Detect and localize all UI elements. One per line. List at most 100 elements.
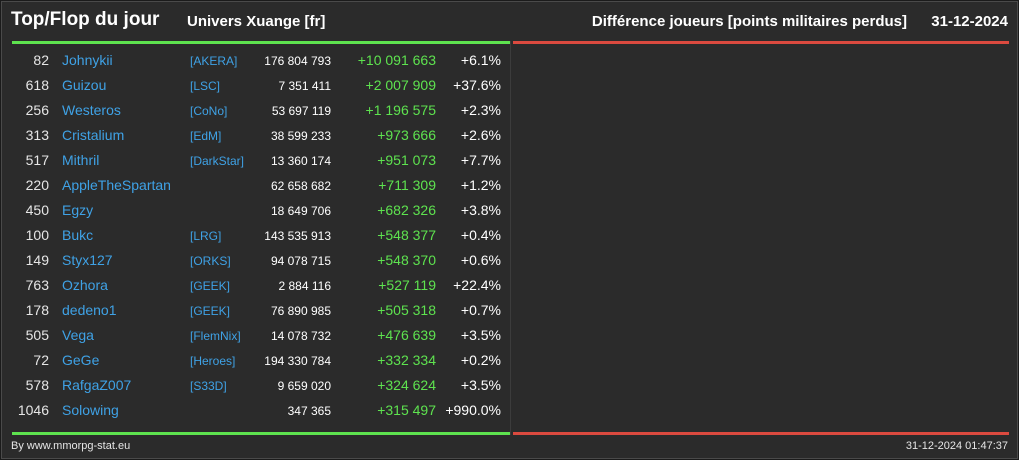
player-rank: 100 xyxy=(25,227,49,243)
player-name-link[interactable]: Ozhora xyxy=(62,277,108,293)
points-difference: +548 370 xyxy=(377,252,436,268)
player-name-link[interactable]: Guizou xyxy=(62,77,107,93)
alliance-tag-link[interactable]: [FlemNix] xyxy=(190,329,241,343)
player-name-link[interactable]: Solowing xyxy=(62,402,119,418)
player-points: 62 658 682 xyxy=(270,179,331,193)
table-row: 82 Johnykii [AKERA] 176 804 793 +10 091 663 +… xyxy=(12,48,510,73)
percent-change: +0.2% xyxy=(460,352,501,368)
player-name-link[interactable]: AppleTheSpartan xyxy=(62,177,171,193)
alliance-tag-link[interactable]: [LSC] xyxy=(190,79,221,93)
player-points: 14 078 732 xyxy=(270,329,331,343)
points-difference: +548 377 xyxy=(377,227,436,243)
column-divider xyxy=(510,41,511,435)
page-title: Top/Flop du jour xyxy=(11,9,160,30)
player-points: 76 890 985 xyxy=(270,304,331,318)
player-name-link[interactable]: Egzy xyxy=(62,202,94,218)
points-difference: +973 666 xyxy=(377,127,436,143)
top-list-accent-line xyxy=(12,41,510,44)
table-row: 100 Bukc [LRG] 143 535 913 +548 377 +0.4% xyxy=(12,223,510,248)
player-name-link[interactable]: Johnykii xyxy=(62,52,113,68)
player-name-link[interactable]: Vega xyxy=(62,327,94,343)
player-points: 2 884 116 xyxy=(278,279,332,293)
points-difference: +324 624 xyxy=(377,377,436,393)
player-points: 38 599 233 xyxy=(270,129,331,143)
generated-timestamp: 31-12-2024 01:47:37 xyxy=(905,440,1008,452)
percent-change: +3.5% xyxy=(460,327,501,343)
alliance-tag-link[interactable]: [DarkStar] xyxy=(190,154,245,168)
player-name-link[interactable]: Mithril xyxy=(62,152,100,168)
points-difference: +2 007 909 xyxy=(365,77,436,93)
percent-change: +7.7% xyxy=(460,152,501,168)
player-points: 143 535 913 xyxy=(264,229,331,243)
points-difference: +951 073 xyxy=(377,152,436,168)
table-row: 72 GeGe [Heroes] 194 330 784 +332 334 +0.2% xyxy=(12,348,510,373)
table-row: 178 dedeno1 [GEEK] 76 890 985 +505 318 +0.7% xyxy=(12,298,510,323)
table-row: 763 Ozhora [GEEK] 2 884 116 +527 119 +22.4% xyxy=(12,273,510,298)
player-points: 176 804 793 xyxy=(264,54,331,68)
universe-label: Univers Xuange [fr] xyxy=(187,13,326,30)
flop-list-bottom-line xyxy=(513,432,1009,435)
table-row: 220 AppleTheSpartan 62 658 682 +711 309 +1.2… xyxy=(12,173,510,198)
player-name-link[interactable]: GeGe xyxy=(62,352,100,368)
player-name-link[interactable]: Cristalium xyxy=(62,127,125,143)
player-rank: 618 xyxy=(25,77,49,93)
player-rank: 149 xyxy=(25,252,49,268)
header: Top/Flop du jour Univers Xuange [fr] Dif… xyxy=(2,2,1017,40)
player-rank: 313 xyxy=(25,127,49,143)
percent-change: +1.2% xyxy=(460,177,501,193)
flop-list-accent-line xyxy=(513,41,1009,44)
player-points: 9 659 020 xyxy=(277,379,331,393)
metric-label: Différence joueurs [points militaires pe… xyxy=(591,13,907,30)
table-row: 256 Westeros [CoNo] 53 697 119 +1 196 575 +2.… xyxy=(12,98,510,123)
player-name-link[interactable]: Westeros xyxy=(62,102,121,118)
alliance-tag-link[interactable]: [ORKS] xyxy=(190,254,231,268)
percent-change: +3.5% xyxy=(460,377,501,393)
points-difference: +682 326 xyxy=(377,202,436,218)
alliance-tag-link[interactable]: [CoNo] xyxy=(190,104,228,118)
player-rank: 72 xyxy=(33,352,49,368)
player-points: 7 351 411 xyxy=(278,79,332,93)
player-name-link[interactable]: RafgaZ007 xyxy=(62,377,132,393)
player-points: 13 360 174 xyxy=(270,154,331,168)
player-points: 94 078 715 xyxy=(270,254,331,268)
player-rank: 220 xyxy=(25,177,49,193)
alliance-tag-link[interactable]: [GEEK] xyxy=(190,304,231,318)
player-name-link[interactable]: Bukc xyxy=(62,227,94,243)
table-row: 149 Styx127 [ORKS] 94 078 715 +548 370 +0.6% xyxy=(12,248,510,273)
table-row: 313 Cristalium [EdM] 38 599 233 +973 666 +2.6… xyxy=(12,123,510,148)
alliance-tag-link[interactable]: [AKERA] xyxy=(190,54,238,68)
percent-change: +0.4% xyxy=(460,227,501,243)
percent-change: +2.3% xyxy=(460,102,501,118)
player-points: 347 365 xyxy=(287,404,331,418)
points-difference: +315 497 xyxy=(377,402,436,418)
percent-change: +2.6% xyxy=(460,127,501,143)
source-link[interactable]: By www.mmorpg-stat.eu xyxy=(11,440,131,452)
player-name-link[interactable]: dedeno1 xyxy=(62,302,117,318)
alliance-tag-link[interactable]: [Heroes] xyxy=(190,354,236,368)
table-row: 505 Vega [FlemNix] 14 078 732 +476 639 +3.5% xyxy=(12,323,510,348)
player-rank: 82 xyxy=(33,52,49,68)
points-difference: +10 091 663 xyxy=(357,52,436,68)
alliance-tag-link[interactable]: [EdM] xyxy=(190,129,222,143)
table-row: 517 Mithril [DarkStar] 13 360 174 +951 073 +7… xyxy=(12,148,510,173)
player-rank: 763 xyxy=(25,277,49,293)
percent-change: +37.6% xyxy=(453,77,501,93)
table-row: 578 RafgaZ007 [S33D] 9 659 020 +324 624 +3.5% xyxy=(12,373,510,398)
player-rank: 178 xyxy=(25,302,49,318)
percent-change: +3.8% xyxy=(460,202,501,218)
alliance-tag-link[interactable]: [S33D] xyxy=(190,379,227,393)
percent-change: +6.1% xyxy=(460,52,501,68)
table-row: 1046 Solowing 347 365 +315 497 +990.0% xyxy=(12,398,510,423)
alliance-tag-link[interactable]: [LRG] xyxy=(190,229,222,243)
points-difference: +332 334 xyxy=(377,352,436,368)
percent-change: +0.7% xyxy=(460,302,501,318)
alliance-tag-link[interactable]: [GEEK] xyxy=(190,279,231,293)
percent-change: +0.6% xyxy=(460,252,501,268)
points-difference: +527 119 xyxy=(378,277,436,293)
date-label: 31-12-2024 xyxy=(931,13,1008,30)
player-rank: 505 xyxy=(25,327,49,343)
table-row: 618 Guizou [LSC] 7 351 411 +2 007 909 +37.6% xyxy=(12,73,510,98)
player-name-link[interactable]: Styx127 xyxy=(62,252,113,268)
player-points: 18 649 706 xyxy=(270,204,331,218)
